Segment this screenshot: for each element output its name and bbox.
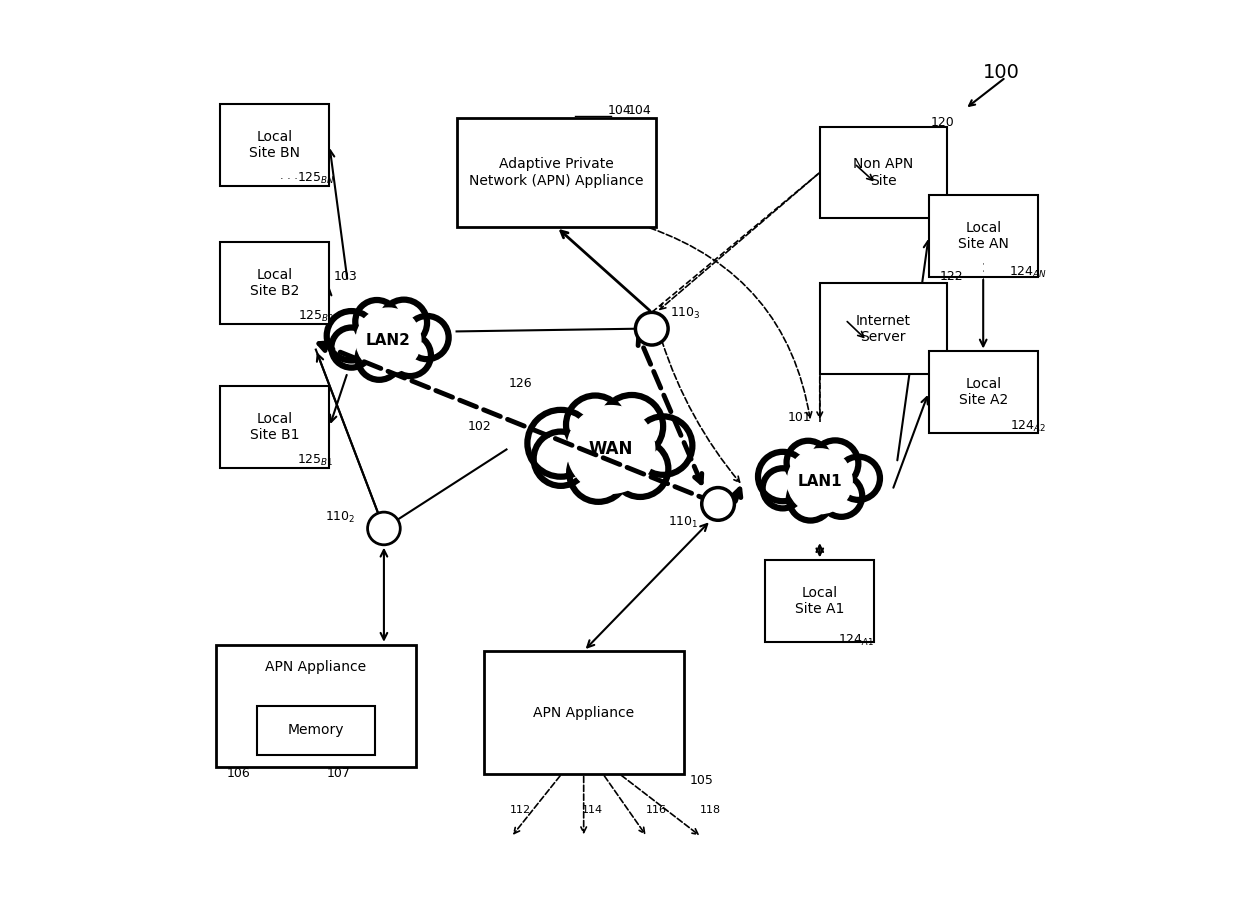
Text: 104: 104: [608, 104, 632, 117]
FancyBboxPatch shape: [216, 645, 415, 767]
Circle shape: [635, 312, 668, 345]
Text: 106: 106: [227, 767, 250, 780]
Text: 125$_{B2}$: 125$_{B2}$: [298, 309, 334, 323]
Circle shape: [811, 439, 859, 488]
Text: 100: 100: [983, 64, 1019, 82]
Text: APN Appliance: APN Appliance: [265, 660, 366, 675]
FancyBboxPatch shape: [820, 283, 947, 374]
Circle shape: [532, 430, 589, 488]
Circle shape: [564, 394, 626, 456]
FancyBboxPatch shape: [765, 560, 874, 642]
Text: 124$_{A1}$: 124$_{A1}$: [838, 633, 874, 647]
Text: Adaptive Private
Network (APN) Appliance: Adaptive Private Network (APN) Appliance: [469, 157, 644, 188]
Circle shape: [610, 439, 670, 498]
Text: 120: 120: [930, 116, 955, 129]
Text: 105: 105: [689, 775, 714, 787]
Text: Local
Site B2: Local Site B2: [250, 268, 300, 299]
Circle shape: [357, 336, 402, 380]
Circle shape: [355, 299, 399, 344]
FancyBboxPatch shape: [820, 127, 947, 218]
Text: 116: 116: [646, 804, 667, 815]
Text: WAN: WAN: [589, 440, 634, 459]
Text: 103: 103: [334, 271, 357, 283]
Text: Internet
Server: Internet Server: [856, 313, 911, 344]
Circle shape: [388, 333, 432, 377]
Text: Local
Site B1: Local Site B1: [250, 411, 300, 442]
Circle shape: [787, 449, 852, 514]
Text: 122: 122: [940, 271, 963, 283]
Text: 126: 126: [508, 377, 532, 390]
Text: Memory: Memory: [288, 723, 343, 737]
Text: Local
Site A1: Local Site A1: [795, 586, 844, 617]
Circle shape: [379, 299, 428, 347]
Circle shape: [820, 474, 863, 518]
Circle shape: [330, 327, 372, 369]
Text: LAN2: LAN2: [366, 333, 410, 348]
Circle shape: [761, 468, 804, 509]
Text: 107: 107: [326, 767, 351, 780]
Circle shape: [836, 456, 882, 501]
FancyBboxPatch shape: [456, 118, 656, 227]
Text: · · ·: · · ·: [980, 261, 990, 279]
Circle shape: [632, 415, 694, 477]
Circle shape: [785, 439, 831, 485]
Text: 110$_2$: 110$_2$: [325, 510, 356, 525]
Text: Local
Site BN: Local Site BN: [249, 130, 300, 161]
Circle shape: [568, 442, 629, 503]
Text: 104: 104: [627, 104, 651, 117]
Circle shape: [526, 409, 596, 479]
FancyBboxPatch shape: [929, 351, 1038, 433]
Text: APN Appliance: APN Appliance: [533, 706, 634, 720]
Text: 101: 101: [787, 411, 812, 424]
FancyBboxPatch shape: [257, 706, 374, 755]
Text: 125$_{B1}$: 125$_{B1}$: [298, 453, 334, 468]
FancyBboxPatch shape: [221, 242, 330, 324]
Circle shape: [367, 512, 401, 545]
Text: 118: 118: [701, 804, 722, 815]
Text: Local
Site A2: Local Site A2: [959, 377, 1008, 408]
Circle shape: [702, 488, 734, 520]
Text: · · ·: · · ·: [280, 173, 298, 184]
Text: LAN1: LAN1: [797, 474, 842, 489]
Text: Local
Site AN: Local Site AN: [957, 221, 1008, 252]
FancyBboxPatch shape: [929, 195, 1038, 277]
Circle shape: [787, 477, 833, 521]
Text: 124$_{A2}$: 124$_{A2}$: [1011, 419, 1047, 434]
Circle shape: [325, 310, 377, 361]
Text: Non APN
Site: Non APN Site: [853, 157, 914, 188]
FancyBboxPatch shape: [484, 651, 683, 774]
FancyBboxPatch shape: [221, 386, 330, 468]
Text: 124$_{AN}$: 124$_{AN}$: [1009, 265, 1048, 280]
Text: 110$_1$: 110$_1$: [668, 515, 699, 529]
FancyBboxPatch shape: [221, 104, 330, 186]
Circle shape: [404, 315, 450, 360]
Circle shape: [356, 308, 420, 373]
Text: 114: 114: [583, 804, 604, 815]
Circle shape: [599, 393, 665, 459]
Circle shape: [567, 406, 655, 493]
Text: 125$_{BN}$: 125$_{BN}$: [296, 172, 335, 186]
Circle shape: [756, 450, 808, 502]
Text: 112: 112: [510, 804, 531, 815]
Text: 110$_3$: 110$_3$: [670, 306, 701, 321]
Text: 102: 102: [467, 420, 491, 433]
